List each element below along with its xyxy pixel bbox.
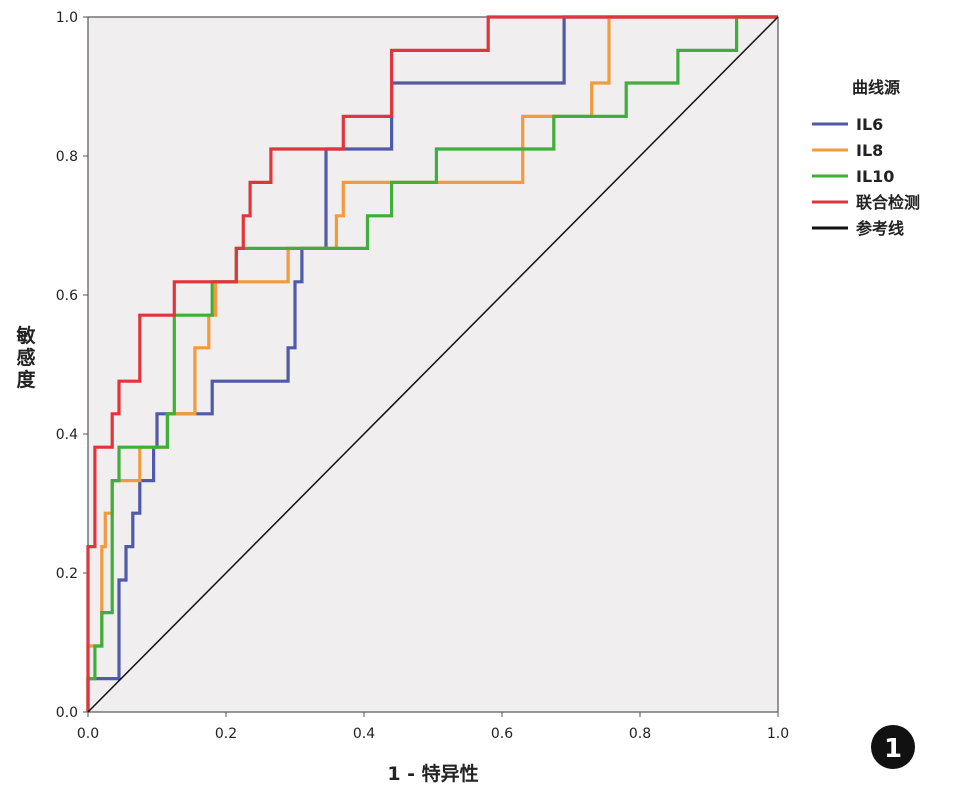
y-tick-labels: 0.0 0.2 0.4 0.6 0.8 1.0 bbox=[56, 10, 78, 721]
legend-label: IL10 bbox=[856, 167, 894, 186]
y-axis-title: 敏感度 bbox=[15, 324, 36, 391]
y-tick-label: 0.8 bbox=[56, 149, 78, 165]
x-tick-label: 0.8 bbox=[629, 726, 651, 742]
legend-label: 参考线 bbox=[856, 219, 904, 238]
legend-label: IL8 bbox=[856, 141, 883, 160]
legend-label: IL6 bbox=[856, 115, 883, 134]
x-axis-title: 1 - 特异性 bbox=[387, 762, 478, 785]
legend-title: 曲线源 bbox=[852, 78, 900, 97]
series-lines bbox=[86, 15, 779, 713]
y-tick-label: 1.0 bbox=[56, 10, 78, 26]
y-tick-label: 0.6 bbox=[56, 288, 78, 304]
x-tick-label: 0.0 bbox=[77, 726, 99, 742]
series-line-联合检测 bbox=[86, 15, 778, 712]
y-tick-label: 0.0 bbox=[56, 705, 78, 721]
x-tick-label: 0.2 bbox=[215, 726, 237, 742]
x-tick-labels: 0.0 0.2 0.4 0.6 0.8 1.0 bbox=[77, 726, 789, 742]
x-tick-label: 0.6 bbox=[491, 726, 513, 742]
panel-badge: 1 bbox=[871, 725, 915, 769]
x-tick-label: 1.0 bbox=[767, 726, 789, 742]
y-tick-label: 0.2 bbox=[56, 566, 78, 582]
panel-label: 1 bbox=[884, 734, 902, 764]
series-line-参考线 bbox=[87, 16, 779, 713]
y-tick-label: 0.4 bbox=[56, 427, 78, 443]
panel-badge-circle bbox=[871, 725, 915, 769]
legend-label: 联合检测 bbox=[856, 193, 920, 212]
x-tick-label: 0.4 bbox=[353, 726, 375, 742]
